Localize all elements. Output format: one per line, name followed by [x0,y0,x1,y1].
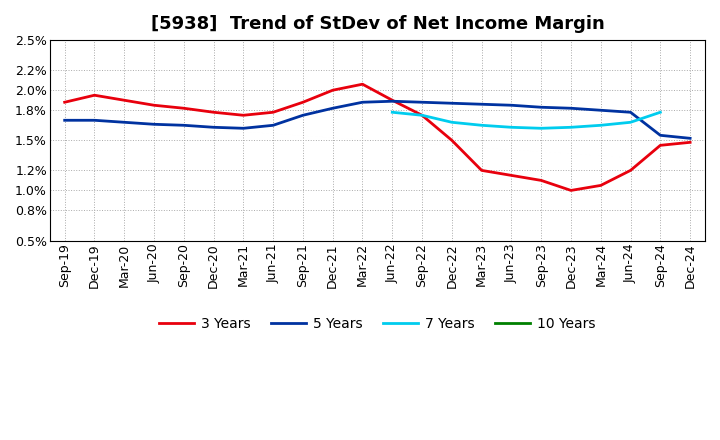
3 Years [477,168,486,173]
7 Years [537,126,546,131]
5 Years [299,113,307,118]
5 Years [448,101,456,106]
5 Years [388,99,397,104]
5 Years [418,99,426,105]
5 Years [567,106,575,111]
5 Years [507,103,516,108]
7 Years [507,125,516,130]
7 Years [448,120,456,125]
5 Years [477,102,486,107]
3 Years [507,173,516,178]
3 Years [328,88,337,93]
3 Years [388,98,397,103]
Line: 5 Years: 5 Years [65,101,690,138]
5 Years [358,99,366,105]
3 Years [269,110,277,115]
3 Years [120,98,129,103]
7 Years [626,120,635,125]
5 Years [150,121,158,127]
3 Years [299,99,307,105]
7 Years [388,110,397,115]
7 Years [477,123,486,128]
3 Years [179,106,188,111]
5 Years [90,117,99,123]
5 Years [656,133,665,138]
3 Years [239,113,248,118]
5 Years [685,136,694,141]
5 Years [60,117,69,123]
5 Years [537,105,546,110]
5 Years [328,106,337,111]
5 Years [626,110,635,115]
3 Years [567,188,575,193]
7 Years [596,123,605,128]
Legend: 3 Years, 5 Years, 7 Years, 10 Years: 3 Years, 5 Years, 7 Years, 10 Years [153,312,601,337]
Line: 3 Years: 3 Years [65,84,690,191]
7 Years [567,125,575,130]
3 Years [418,113,426,118]
5 Years [239,126,248,131]
5 Years [120,120,129,125]
3 Years [150,103,158,108]
Line: 7 Years: 7 Years [392,112,660,128]
5 Years [269,123,277,128]
5 Years [210,125,218,130]
3 Years [60,99,69,105]
3 Years [537,178,546,183]
3 Years [626,168,635,173]
3 Years [596,183,605,188]
7 Years [418,113,426,118]
7 Years [656,110,665,115]
5 Years [596,108,605,113]
3 Years [448,138,456,143]
3 Years [210,110,218,115]
5 Years [179,123,188,128]
Title: [5938]  Trend of StDev of Net Income Margin: [5938] Trend of StDev of Net Income Marg… [150,15,604,33]
3 Years [656,143,665,148]
3 Years [90,92,99,98]
3 Years [358,81,366,87]
3 Years [685,139,694,145]
